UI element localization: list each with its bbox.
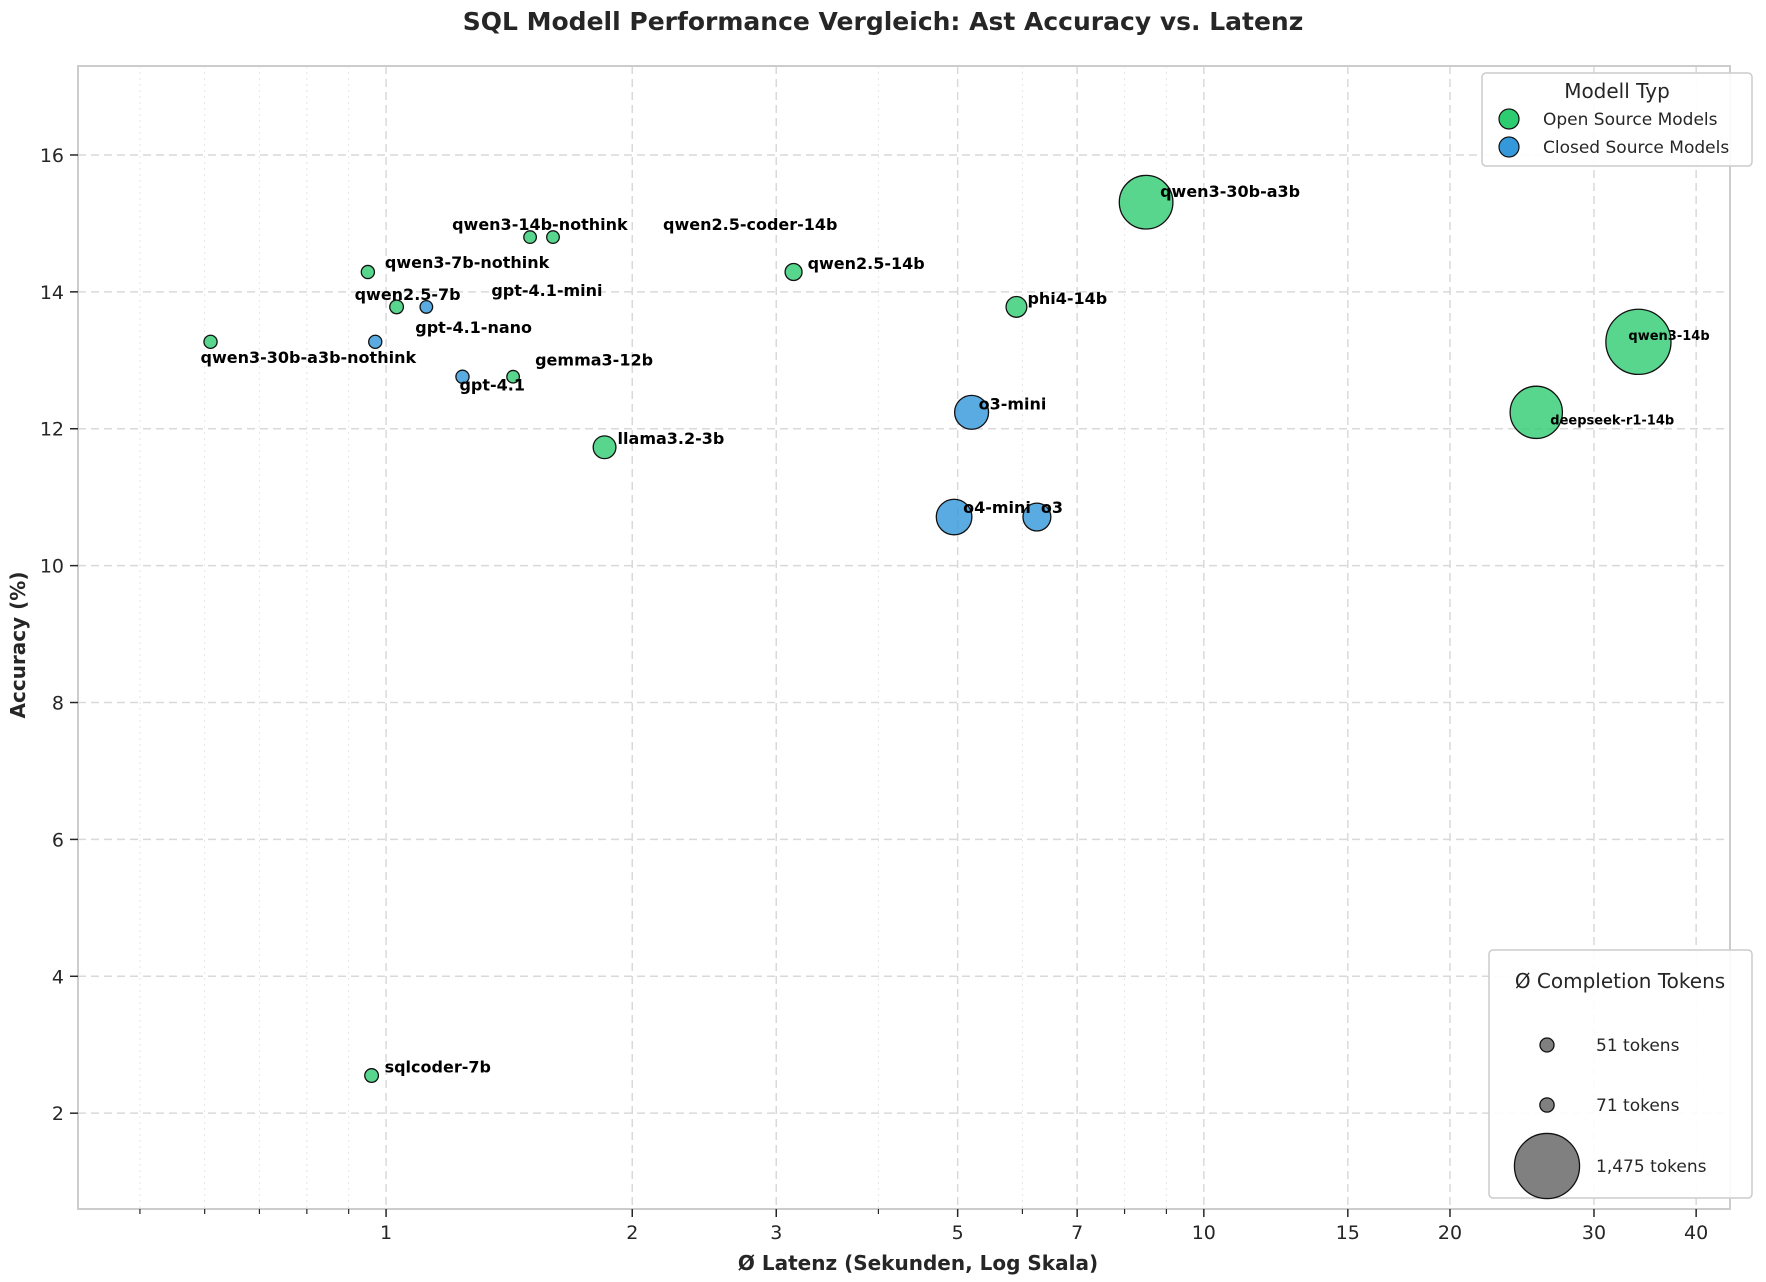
data-point-qwen3-30b-a3b <box>1118 174 1174 230</box>
x-tick-label: 3 <box>770 1222 782 1244</box>
data-point-sqlcoder-7b <box>364 1068 380 1084</box>
x-tick-label: 5 <box>952 1222 964 1244</box>
y-tick-label: 8 <box>52 693 64 715</box>
point-label: sqlcoder-7b <box>385 1058 491 1077</box>
grid-lines <box>78 66 1730 1209</box>
point-label: qwen2.5-14b <box>808 254 925 273</box>
point-label: phi4-14b <box>1027 289 1107 308</box>
point-label: o4-mini <box>963 498 1031 517</box>
point-label: qwen3-14b-nothink <box>452 215 628 234</box>
data-point-phi4-14b <box>1005 295 1028 318</box>
y-tick-label: 4 <box>52 966 64 988</box>
y-tick-label: 2 <box>52 1103 64 1125</box>
x-tick-label: 30 <box>1582 1222 1606 1244</box>
legend-model-type: Modell Typ Open Source Models Closed Sou… <box>1481 72 1753 167</box>
data-point-qwen2.5-14b <box>784 262 803 282</box>
chart-title: SQL Modell Performance Vergleich: Ast Ac… <box>463 7 1304 36</box>
x-tick-label: 7 <box>1071 1222 1083 1244</box>
x-tick-label: 40 <box>1684 1222 1708 1244</box>
legend-size-label: 1,475 tokens <box>1596 1157 1707 1177</box>
point-label: gpt-4.1-nano <box>415 318 532 337</box>
legend-open-marker <box>1498 108 1520 130</box>
point-label: qwen3-30b-a3b-nothink <box>201 348 417 367</box>
data-point-deepseek-r1-14b <box>1509 385 1564 440</box>
legend-type-title: Modell Typ <box>1564 79 1670 103</box>
x-tick-label: 15 <box>1336 1222 1360 1244</box>
data-point-qwen2.5-coder-14b <box>546 230 560 245</box>
data-point-qwen2.5-7b <box>389 299 405 315</box>
y-tick-label: 16 <box>40 145 64 167</box>
data-point-qwen3-14b <box>1605 308 1672 376</box>
legend-size-label: 71 tokens <box>1596 1096 1680 1116</box>
data-point-gpt-4.1 <box>455 369 470 384</box>
point-label: gemma3-12b <box>535 351 653 370</box>
data-point-qwen3-7b-nothink <box>360 264 376 280</box>
point-label: qwen2.5-7b <box>355 285 461 304</box>
y-tick-label: 10 <box>40 556 64 578</box>
legend-size-marker <box>1539 1097 1555 1113</box>
y-tick-label: 14 <box>40 282 64 304</box>
data-point-gpt-4.1-mini <box>419 299 434 314</box>
point-label: o3-mini <box>979 394 1047 413</box>
data-point-o3 <box>1022 502 1052 532</box>
plot-area-frame <box>77 65 1731 1210</box>
data-point-llama3.2-3b <box>592 435 617 460</box>
point-label: qwen3-7b-nothink <box>385 253 550 272</box>
data-points <box>203 174 1672 1084</box>
y-tick-label: 12 <box>40 419 64 441</box>
point-label: llama3.2-3b <box>618 429 725 448</box>
legend-size-label: 51 tokens <box>1596 1036 1680 1056</box>
legend-closed-label: Closed Source Models <box>1543 138 1729 158</box>
data-point-qwen3-30b-a3b-nothink <box>203 334 218 350</box>
point-label: o3 <box>1041 498 1063 517</box>
x-tick-label: 20 <box>1438 1222 1462 1244</box>
point-label: qwen2.5-coder-14b <box>663 215 838 234</box>
data-point-o3-mini <box>953 394 990 430</box>
legend-size-marker <box>1539 1037 1555 1053</box>
data-point-gemma3-12b <box>506 369 521 384</box>
y-tick-label: 6 <box>52 829 64 851</box>
point-label: deepseek-r1-14b <box>1550 413 1674 428</box>
point-labels: qwen3-30b-a3b-nothink qwen3-7b-nothink qwe… <box>201 182 1710 1076</box>
legend-completion-tokens: Ø Completion Tokens 51 tokens 71 tokens 1,… <box>1488 949 1753 1200</box>
data-point-o4-mini <box>935 498 973 536</box>
data-point-gpt-4.1-nano <box>368 334 383 350</box>
x-axis-label: Ø Latenz (Sekunden, Log Skala) <box>738 1251 1098 1275</box>
y-axis-label: Accuracy (%) <box>6 572 30 719</box>
point-label: gpt-4.1-mini <box>491 281 602 300</box>
x-tick-label: 10 <box>1192 1222 1216 1244</box>
point-label: gpt-4.1 <box>459 376 525 395</box>
legend-size-marker <box>1513 1132 1581 1200</box>
legend-open-label: Open Source Models <box>1543 110 1718 130</box>
point-label: qwen3-14b <box>1628 329 1709 344</box>
legend-closed-marker <box>1498 136 1520 158</box>
x-tick-label: 1 <box>380 1222 392 1244</box>
point-label: qwen3-30b-a3b <box>1160 182 1300 201</box>
data-point-qwen3-14b-nothink <box>523 230 538 245</box>
x-tick-label: 2 <box>626 1222 638 1244</box>
legend-size-title: Ø Completion Tokens <box>1515 969 1725 993</box>
